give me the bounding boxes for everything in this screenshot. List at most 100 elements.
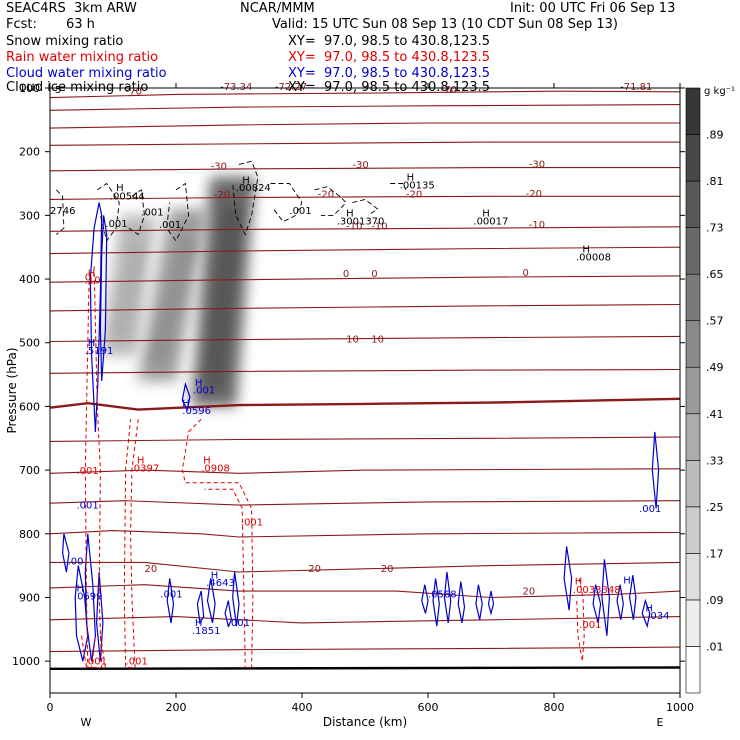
cloud-water-contour [89, 202, 103, 432]
temperature-contour-line [50, 530, 680, 538]
snow-label: .001 [141, 207, 163, 218]
snow-contour [314, 186, 347, 216]
y-tick-label: 100 [19, 82, 40, 95]
cloud-water-label: .4643 [206, 578, 235, 589]
cloud-water-contour [206, 578, 216, 624]
rain-label: .001 [579, 620, 601, 631]
header: SEAC4RS 3km ARW NCAR/MMM Init: 00 UTC Fr… [0, 0, 740, 100]
rain-water-contour [576, 578, 585, 662]
snow-contour [128, 189, 145, 236]
snow-contour [55, 189, 65, 235]
cloud-water-contour [432, 578, 440, 627]
field-xy-rain: XY= 97.0, 98.5 to 430.8,123.5 [288, 50, 491, 65]
temperature-contour-label: -70 [441, 85, 457, 96]
cloud-water-label: .00 [68, 556, 84, 567]
snow-label: H [407, 172, 415, 183]
rain-water-contour [99, 635, 106, 668]
rain-label: H [575, 577, 583, 588]
plot-frame [49, 87, 681, 694]
temperature-contour-label: 20 [381, 564, 394, 575]
colorbar-tick-label: .65 [706, 268, 724, 281]
snow-label: 2746 [50, 206, 75, 217]
temperature-contour-line [50, 616, 680, 624]
y-tick-label: 700 [19, 464, 40, 477]
temperature-contour-line [50, 104, 680, 111]
cloud-water-contour [95, 571, 104, 662]
x-tick-label: 0 [47, 701, 54, 714]
snow-label: H [116, 183, 124, 194]
snow-contour [352, 198, 379, 216]
temperature-contour-line [50, 122, 680, 129]
ice-band-core-2 [112, 245, 146, 336]
colorbar-segment [685, 460, 701, 508]
cloud-water-contour [99, 215, 108, 381]
cloud-water-contours [61, 202, 660, 662]
rain-label: .001 [126, 656, 148, 667]
cloud-water-label: .034 [647, 611, 669, 622]
y-tick-label: 900 [19, 591, 40, 604]
rain-label: .0397 [131, 463, 160, 474]
colorbar-segment [685, 553, 701, 601]
cloud-water-label: H [77, 584, 85, 595]
colorbar-tick-label: .17 [706, 547, 724, 560]
temperature-contour-label: 20 [308, 564, 321, 575]
cloud-water-contour [166, 578, 175, 624]
cloud-ice-shading [101, 177, 256, 407]
field-name-rain: Rain water mixing ratio [6, 50, 159, 65]
rain-water-contours [81, 266, 585, 668]
colorbar-segment [685, 134, 701, 182]
rain-label: .0908 [201, 463, 230, 474]
colorbar-segment [685, 87, 701, 135]
snow-contour [97, 182, 120, 242]
cloud-water-contour [84, 533, 97, 662]
temperature-contour-line [50, 90, 680, 99]
temperature-contour-line [50, 436, 680, 442]
rain-label: .001 [241, 518, 263, 529]
cloud-water-label: .001 [639, 504, 661, 515]
cloud-water-label: .0699 [74, 591, 103, 602]
temperature-contour-line [50, 275, 680, 283]
cloud-water-contour [181, 381, 191, 412]
rain-label: H [88, 269, 96, 280]
cloud-water-contour [592, 584, 602, 624]
colorbar-tick-label: .09 [706, 594, 724, 607]
cloud-water-contour [421, 584, 429, 614]
temperature-contour-label: 0 [85, 272, 91, 283]
temperature-contour-label: 20 [523, 586, 536, 597]
snow-label: .00135 [400, 181, 435, 192]
cloud-water-label: H [182, 398, 190, 409]
colorbar-tick-label: .25 [706, 501, 724, 514]
cloud-water-label: .1851 [192, 626, 221, 637]
cloud-water-contour [651, 431, 660, 509]
rain-label: .001 [85, 656, 107, 667]
temperature-contours [50, 90, 680, 670]
ice-band-core-0 [204, 207, 242, 387]
org-label: NCAR/MMM [240, 1, 315, 16]
temperature-contour-label: -71.81 [620, 82, 652, 93]
cloud-water-label: .001 [193, 386, 215, 397]
temperature-contour-line [50, 368, 680, 374]
cloud-water-label: .001 [228, 618, 250, 629]
temperature-contour-label: -20 [318, 190, 334, 201]
rain-label: .0033348 [573, 585, 621, 596]
temperature-contour-label: 0 [371, 269, 377, 280]
colorbar-segment [685, 320, 701, 368]
cloud-water-label: H [623, 576, 631, 587]
snow-label: .3001370 [337, 216, 385, 227]
cloud-water-label: H [645, 604, 653, 615]
forecast-hour: 63 h [66, 17, 95, 32]
y-tick-label: 500 [19, 337, 40, 350]
rain-label: H [137, 456, 145, 467]
x-tick-label: 1000 [666, 701, 694, 714]
y-tick-label: 800 [19, 528, 40, 541]
cloud-water-label: H [88, 338, 96, 349]
temperature-contour-label: -72.27 [275, 82, 307, 93]
east-label: E [657, 716, 664, 729]
rain-water-contour [81, 635, 96, 668]
temperature-contour-label: 10 [346, 335, 359, 346]
temperature-contour-label: -30 [529, 160, 545, 171]
cloud-water-contour [616, 584, 624, 620]
snow-label: .00824 [236, 183, 271, 194]
temperature-contour-label: -20 [406, 190, 422, 201]
temperature-contour-label: 0 [343, 269, 349, 280]
